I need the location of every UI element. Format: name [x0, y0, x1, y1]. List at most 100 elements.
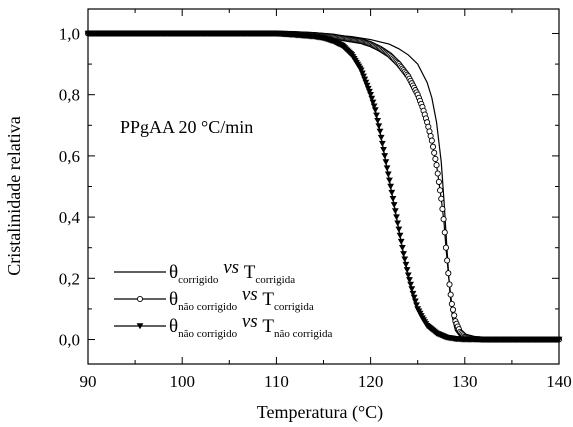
series-2-point [441, 229, 448, 236]
legend-label: θcorrigido vs Tcorrigida [169, 257, 295, 286]
series-3-point [358, 70, 366, 77]
series-2-point [434, 170, 441, 177]
series-3-point [386, 177, 393, 184]
series-3-point [363, 82, 371, 89]
x-tick-label: 110 [264, 372, 289, 391]
series-3-point [408, 286, 416, 293]
series-3-point [410, 294, 418, 301]
y-tick-label: 0,6 [59, 147, 80, 166]
series-3-point [404, 272, 412, 279]
series-3-point [411, 298, 419, 305]
series-3-point [400, 251, 407, 258]
series-3-point [378, 140, 386, 147]
series-3-point [367, 91, 374, 98]
series-2-point [431, 149, 438, 156]
series-2-point [447, 291, 454, 298]
series-2-point [444, 257, 451, 264]
x-tick-label: 130 [452, 372, 478, 391]
series-3-point [384, 171, 392, 178]
legend-swatch-marker [136, 295, 144, 303]
y-tick-label: 0,2 [59, 269, 80, 288]
series-2-point [433, 162, 440, 169]
x-tick-label: 90 [80, 372, 97, 391]
series-3-point [396, 232, 404, 239]
series-2-point [429, 143, 437, 150]
series-3-point [362, 79, 370, 86]
series-3-point [388, 189, 396, 196]
series-2-point [438, 195, 445, 202]
series-3-point [361, 76, 369, 83]
series-2-point [437, 187, 444, 194]
series-3-point [394, 220, 402, 227]
series-3-point [391, 208, 399, 215]
series-3-point [375, 123, 383, 130]
series-3-point [393, 214, 400, 221]
series-3-point [406, 277, 413, 284]
series-2-point [442, 244, 450, 251]
series-3-point [555, 336, 563, 343]
series-3 [84, 30, 563, 343]
series-3-point [364, 85, 372, 92]
series-1 [88, 32, 559, 341]
series-3-point [366, 88, 373, 95]
series-2-point [440, 216, 447, 223]
series-2-point [435, 178, 442, 185]
chart-annotation: PPgAA 20 °C/min [120, 117, 253, 137]
series-3-point [413, 302, 420, 309]
series-3-point [401, 256, 409, 263]
series-3-point [381, 153, 389, 160]
legend-entry-3: θnão corrigido vs Tnão corrigida [114, 311, 332, 340]
series-3-line [88, 32, 559, 341]
series-2-line [88, 32, 559, 341]
x-tick-label: 140 [546, 372, 572, 391]
series-3-point [368, 95, 376, 102]
series-3-point [395, 226, 403, 233]
y-tick-label: 0,0 [59, 331, 80, 350]
series-3-point [377, 134, 385, 141]
series-2-point [446, 281, 453, 288]
series-3-point [407, 281, 415, 288]
series-2-point [451, 312, 458, 319]
series-3-point [402, 261, 410, 268]
series-group [84, 30, 563, 343]
series-3-point [397, 238, 405, 245]
series-2-point [449, 306, 457, 313]
series-2-point [445, 270, 452, 277]
series-2-point [428, 137, 435, 144]
y-axis-title: Cristalinidade relativa [4, 116, 24, 275]
series-3-point [398, 244, 406, 251]
series-2-point [439, 205, 446, 212]
x-tick-label: 120 [358, 372, 384, 391]
series-3-point [369, 99, 377, 106]
y-tick-label: 0,4 [59, 208, 81, 227]
legend-swatch-marker [136, 323, 144, 330]
series-3-point [374, 117, 382, 124]
series-3-point [403, 267, 411, 274]
plot-frame-group [87, 8, 560, 365]
series-3-point [389, 196, 397, 202]
series-3-point [380, 147, 387, 154]
series-1-line [88, 32, 559, 341]
y-tick-label: 1,0 [59, 24, 80, 43]
series-3-point [376, 128, 384, 135]
series-3-point [390, 202, 398, 209]
series-3-point [370, 103, 378, 110]
legend-entry-1: θcorrigido vs Tcorrigida [114, 257, 295, 286]
legend-label: θnão corrigido vs Tnão corrigida [169, 311, 332, 340]
legend-label: θnão corrigido vs Tcorrigida [169, 284, 314, 313]
plot-frame [87, 8, 560, 365]
series-2 [84, 30, 563, 343]
legend-entry-2: θnão corrigido vs Tcorrigida [114, 284, 314, 313]
series-3-point [387, 183, 395, 190]
series-3-point [383, 165, 391, 172]
series-3-point [371, 107, 379, 114]
series-2-point [432, 155, 439, 163]
x-axis-title: Temperatura (°C) [257, 402, 383, 423]
series-3-point [360, 73, 367, 80]
series-2-point [448, 300, 455, 307]
series-3-point [409, 290, 417, 297]
series-3-point [373, 112, 380, 119]
y-tick-label: 0,8 [59, 86, 80, 105]
